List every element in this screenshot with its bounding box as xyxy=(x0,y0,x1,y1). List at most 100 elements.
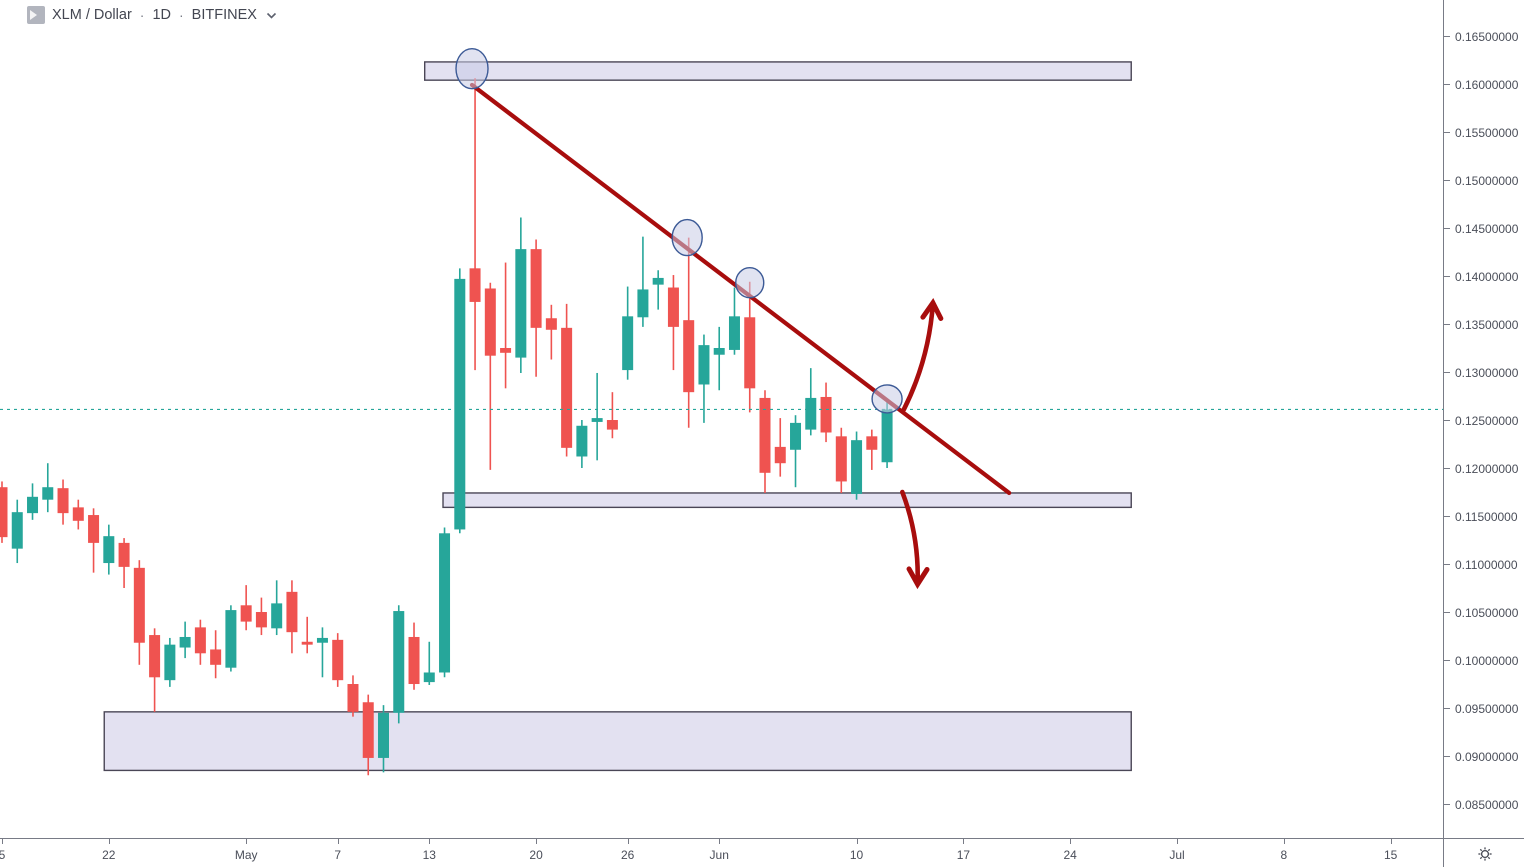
candle-body xyxy=(88,515,100,543)
price-axis-tick xyxy=(1444,372,1450,374)
price-axis-label: 0.09500000 xyxy=(1455,701,1519,716)
mid-support-zone[interactable] xyxy=(442,492,1132,509)
candle-body xyxy=(377,712,389,758)
candle-body xyxy=(866,436,878,450)
time-axis-tick xyxy=(963,839,965,844)
candle-body xyxy=(500,348,512,353)
bottom-support-zone[interactable] xyxy=(103,711,1132,772)
candle-body xyxy=(622,316,634,371)
time-axis-tick xyxy=(1283,839,1285,844)
price-axis-tick xyxy=(1444,36,1450,38)
candle-body xyxy=(835,436,847,482)
separator-dot: · xyxy=(179,7,184,23)
time-axis-label: 10 xyxy=(849,848,864,862)
time-axis-label: 22 xyxy=(102,848,116,862)
price-axis-tick xyxy=(1444,324,1450,326)
price-axis-label: 0.15000000 xyxy=(1455,173,1519,188)
resistance-zone[interactable] xyxy=(424,61,1132,81)
candle-body xyxy=(439,533,451,673)
price-axis-tick xyxy=(1444,180,1450,182)
price-axis-tick xyxy=(1444,420,1450,422)
price-axis-tick xyxy=(1444,660,1450,662)
time-axis-label: Jul xyxy=(1169,848,1185,862)
candle-body xyxy=(240,605,252,622)
price-axis-tick xyxy=(1444,804,1450,806)
time-axis-tick xyxy=(1070,839,1072,844)
price-axis-label: 0.16500000 xyxy=(1455,29,1519,44)
candle-body xyxy=(149,635,161,678)
price-axis-tick xyxy=(1444,708,1450,710)
time-axis-label: 8 xyxy=(1280,848,1288,862)
time-axis-label: 26 xyxy=(620,848,635,862)
symbol-logo-icon xyxy=(27,6,45,24)
price-axis-label: 0.10000000 xyxy=(1455,653,1519,668)
price-axis-label: 0.11000000 xyxy=(1455,557,1518,572)
candle-body xyxy=(713,348,725,355)
candle-body xyxy=(72,507,84,521)
candle-body xyxy=(347,684,359,712)
price-axis-tick xyxy=(1444,132,1450,134)
time-axis-label: 13 xyxy=(422,848,436,862)
candle-body xyxy=(820,396,832,433)
sun-settings-icon[interactable] xyxy=(1477,846,1493,862)
price-axis-tick xyxy=(1444,84,1450,86)
candle-body xyxy=(652,277,664,285)
time-axis[interactable]: 5 22 May 7 13 20 26 Jun 10 17 24 Jul 8 15 xyxy=(0,838,1443,867)
touch-point-circle[interactable] xyxy=(735,267,765,299)
touch-point-circle[interactable] xyxy=(455,47,489,90)
exchange-label: BITFINEX xyxy=(191,7,257,23)
time-axis-label: 5 xyxy=(0,848,6,862)
price-axis-label: 0.08500000 xyxy=(1455,797,1519,812)
candle-body xyxy=(591,418,603,422)
candle-body xyxy=(530,249,542,328)
candle-body xyxy=(393,611,405,713)
price-axis-label: 0.14500000 xyxy=(1455,221,1519,236)
separator-dot: · xyxy=(139,7,145,23)
candle-body xyxy=(683,320,695,393)
candle-body xyxy=(194,627,206,654)
candle-body xyxy=(103,536,115,564)
touch-point-circle[interactable] xyxy=(671,218,703,257)
chevron-down-icon[interactable] xyxy=(266,12,277,19)
candle-body xyxy=(179,636,191,648)
candle-body xyxy=(561,327,573,448)
candle-body xyxy=(255,612,267,628)
candle-body xyxy=(851,440,863,494)
price-axis-label: 0.13000000 xyxy=(1455,365,1519,380)
time-axis-tick xyxy=(1,839,3,844)
time-axis-tick xyxy=(856,839,858,844)
candle-body xyxy=(469,268,481,302)
candle-body xyxy=(774,446,786,464)
candle-body xyxy=(545,318,557,330)
time-axis-label: 7 xyxy=(334,848,342,862)
candle-body xyxy=(667,287,679,327)
time-axis-tick xyxy=(1177,839,1179,844)
candle-body xyxy=(27,496,39,514)
price-axis-label: 0.15500000 xyxy=(1455,125,1519,140)
price-axis-label: 0.11500000 xyxy=(1455,509,1518,524)
candlestick-chart xyxy=(0,47,1443,776)
touch-point-circle[interactable] xyxy=(871,384,903,414)
price-axis[interactable]: 0.16500000 0.16000000 0.15500000 0.15000000… xyxy=(1443,0,1524,838)
candle-body xyxy=(805,397,817,430)
candle-body xyxy=(454,278,466,530)
candle-body xyxy=(637,289,649,318)
candle-body xyxy=(225,610,237,668)
price-axis-label: 0.13500000 xyxy=(1455,317,1519,332)
symbol-title: XLM / Dollar xyxy=(52,7,132,23)
candle-body xyxy=(423,672,435,683)
symbol-header[interactable]: XLM / Dollar · 1D · BITFINEX xyxy=(27,6,277,24)
time-axis-label: 17 xyxy=(956,848,971,862)
candle-body xyxy=(362,702,374,758)
price-axis-label: 0.12000000 xyxy=(1455,461,1519,476)
price-axis-label: 0.12500000 xyxy=(1455,413,1519,428)
time-axis-tick xyxy=(337,839,339,844)
time-axis-tick xyxy=(627,839,629,844)
chart-canvas[interactable]: XLM / Dollar · 1D · BITFINEX xyxy=(0,0,1443,838)
breakout-up-arrow[interactable] xyxy=(901,298,944,412)
time-axis-tick xyxy=(108,839,110,844)
breakdown-down-arrow[interactable] xyxy=(900,489,930,590)
candle-body xyxy=(271,603,283,629)
axis-settings-corner[interactable] xyxy=(1443,838,1524,867)
